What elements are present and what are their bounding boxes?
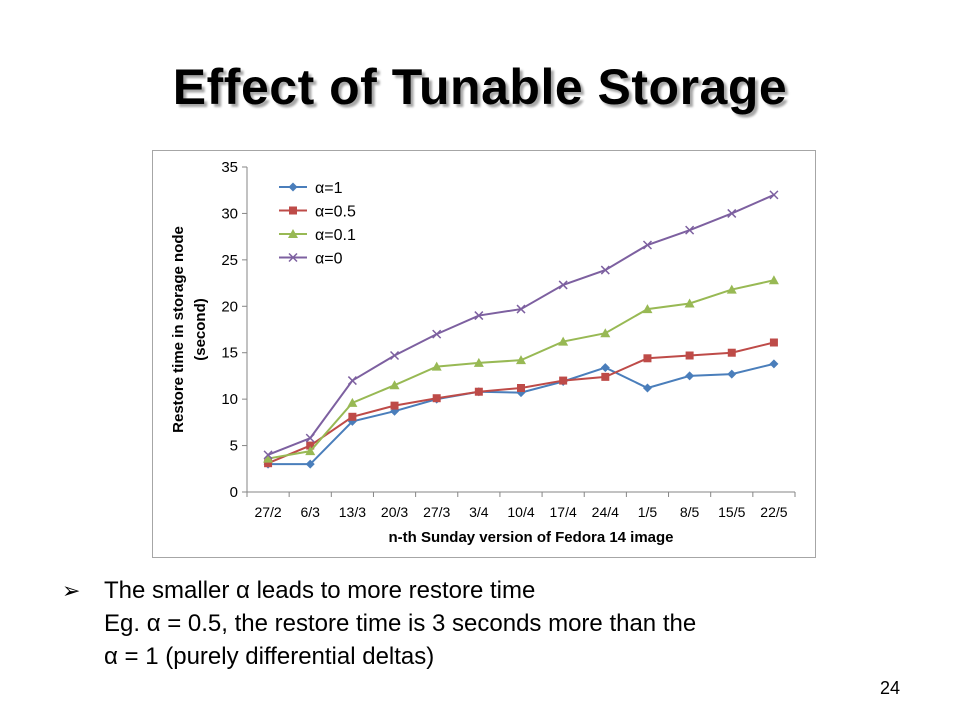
bullet-continuation: Eg. α = 0.5, the restore time is 3 secon… [62, 607, 922, 640]
data-point-series-3 [768, 275, 779, 285]
slide-title: Effect of Tunable Storage [172, 59, 788, 115]
data-point-series-2 [474, 387, 483, 396]
data-point-series-1 [305, 459, 315, 469]
data-point-series-4 [600, 265, 610, 275]
x-tick-label: 24/4 [592, 504, 619, 520]
data-point-series-4 [263, 450, 273, 460]
data-point-series-2 [601, 372, 610, 381]
data-point-series-4 [516, 304, 526, 314]
data-point-series-1 [769, 359, 779, 369]
page-number: 24 [879, 678, 900, 698]
y-tick-label: 35 [221, 159, 238, 176]
data-point-series-2 [390, 401, 399, 410]
y-tick-label: 5 [230, 438, 238, 455]
x-tick-label: 13/3 [339, 504, 366, 520]
legend-entry: α=1 [315, 180, 343, 197]
data-point-series-4 [305, 433, 315, 443]
x-tick-label: 10/4 [507, 504, 534, 520]
y-tick-label: 10 [221, 391, 238, 408]
data-point-series-3 [684, 298, 695, 308]
legend-marker [289, 206, 297, 215]
x-tick-label: 3/4 [469, 504, 489, 520]
data-point-series-3 [642, 304, 653, 314]
data-point-series-1 [600, 363, 610, 373]
data-point-series-2 [559, 376, 568, 385]
x-tick-label: 27/3 [423, 504, 450, 520]
x-axis-title: n-th Sunday version of Fedora 14 image [388, 529, 673, 546]
bullet-text-3: α = 1 (purely differential deltas) [104, 643, 435, 670]
legend-marker [288, 182, 298, 192]
data-point-series-4 [727, 208, 737, 218]
y-tick-label: 0 [230, 484, 238, 501]
x-tick-label: 8/5 [680, 504, 700, 520]
data-point-series-3 [263, 453, 274, 463]
arrow-bullet-icon: ➢ [62, 578, 81, 603]
series-line-3 [267, 279, 775, 460]
y-tick-label: 30 [221, 205, 238, 222]
x-tick-label: 17/4 [550, 504, 577, 520]
bullet-item: ➢ The smaller α leads to more restore ti… [62, 574, 922, 607]
data-point-series-2 [517, 384, 525, 392]
data-point-series-4 [432, 329, 442, 339]
y-tick-label: 15 [221, 345, 238, 362]
data-point-series-1 [642, 383, 652, 393]
data-point-series-2 [306, 441, 315, 450]
data-point-series-3 [305, 446, 316, 456]
bullet-list: ➢ The smaller α leads to more restore ti… [62, 574, 922, 673]
data-point-series-4 [347, 376, 357, 386]
chart-frame: 0 5 10 15 20 25 30 35 27/2 6/3 13/3 20/3 27/3 3/4 10/4… [152, 150, 816, 558]
data-point-series-4 [769, 190, 779, 200]
restore-time-line-chart: 0 5 10 15 20 25 30 35 27/2 6/3 13/3 20/3 27/3 3/4 10/4… [170, 159, 796, 546]
data-point-series-2 [769, 338, 778, 347]
data-point-series-3 [347, 397, 358, 407]
data-point-series-3 [558, 336, 569, 346]
legend-entry: α=0.5 [315, 204, 356, 221]
bullet-text-1: The smaller α leads to more restore time [104, 577, 536, 604]
data-point-series-3 [431, 361, 442, 371]
y-axis-title-line: Restore time in storage node [170, 226, 187, 433]
legend-entry: α=0.1 [315, 227, 356, 244]
legend-entry: α=0 [315, 251, 343, 268]
data-point-series-2 [432, 394, 441, 403]
x-tick-label: 1/5 [638, 504, 658, 520]
data-point-series-3 [473, 357, 484, 367]
data-point-series-4 [685, 225, 695, 235]
x-tick-label: 27/2 [254, 504, 281, 520]
data-point-series-3 [726, 284, 737, 294]
data-point-series-4 [558, 280, 568, 290]
x-tick-label: 20/3 [381, 504, 408, 520]
bullet-continuation: α = 1 (purely differential deltas) [62, 640, 922, 673]
data-point-series-2 [685, 351, 694, 360]
y-axis-title-line: (second) [192, 298, 209, 361]
y-tick-label: 20 [221, 298, 238, 315]
data-point-series-1 [685, 371, 695, 381]
y-tick-label: 25 [221, 252, 238, 269]
data-point-series-2 [727, 348, 736, 357]
data-point-series-2 [643, 354, 652, 363]
x-tick-label: 15/5 [718, 504, 745, 520]
data-point-series-2 [264, 459, 273, 468]
data-point-series-3 [516, 355, 526, 365]
data-point-series-3 [389, 380, 400, 390]
x-tick-label: 6/3 [300, 504, 320, 520]
data-point-series-1 [727, 369, 737, 379]
bullet-text-2: Eg. α = 0.5, the restore time is 3 secon… [104, 610, 697, 637]
data-point-series-3 [600, 328, 611, 338]
data-point-series-2 [348, 412, 357, 421]
data-point-series-4 [642, 240, 652, 250]
x-tick-label: 22/5 [760, 504, 787, 520]
data-point-series-4 [390, 350, 400, 361]
legend-marker [288, 252, 298, 263]
legend-marker [288, 229, 298, 238]
data-point-series-4 [474, 311, 484, 321]
